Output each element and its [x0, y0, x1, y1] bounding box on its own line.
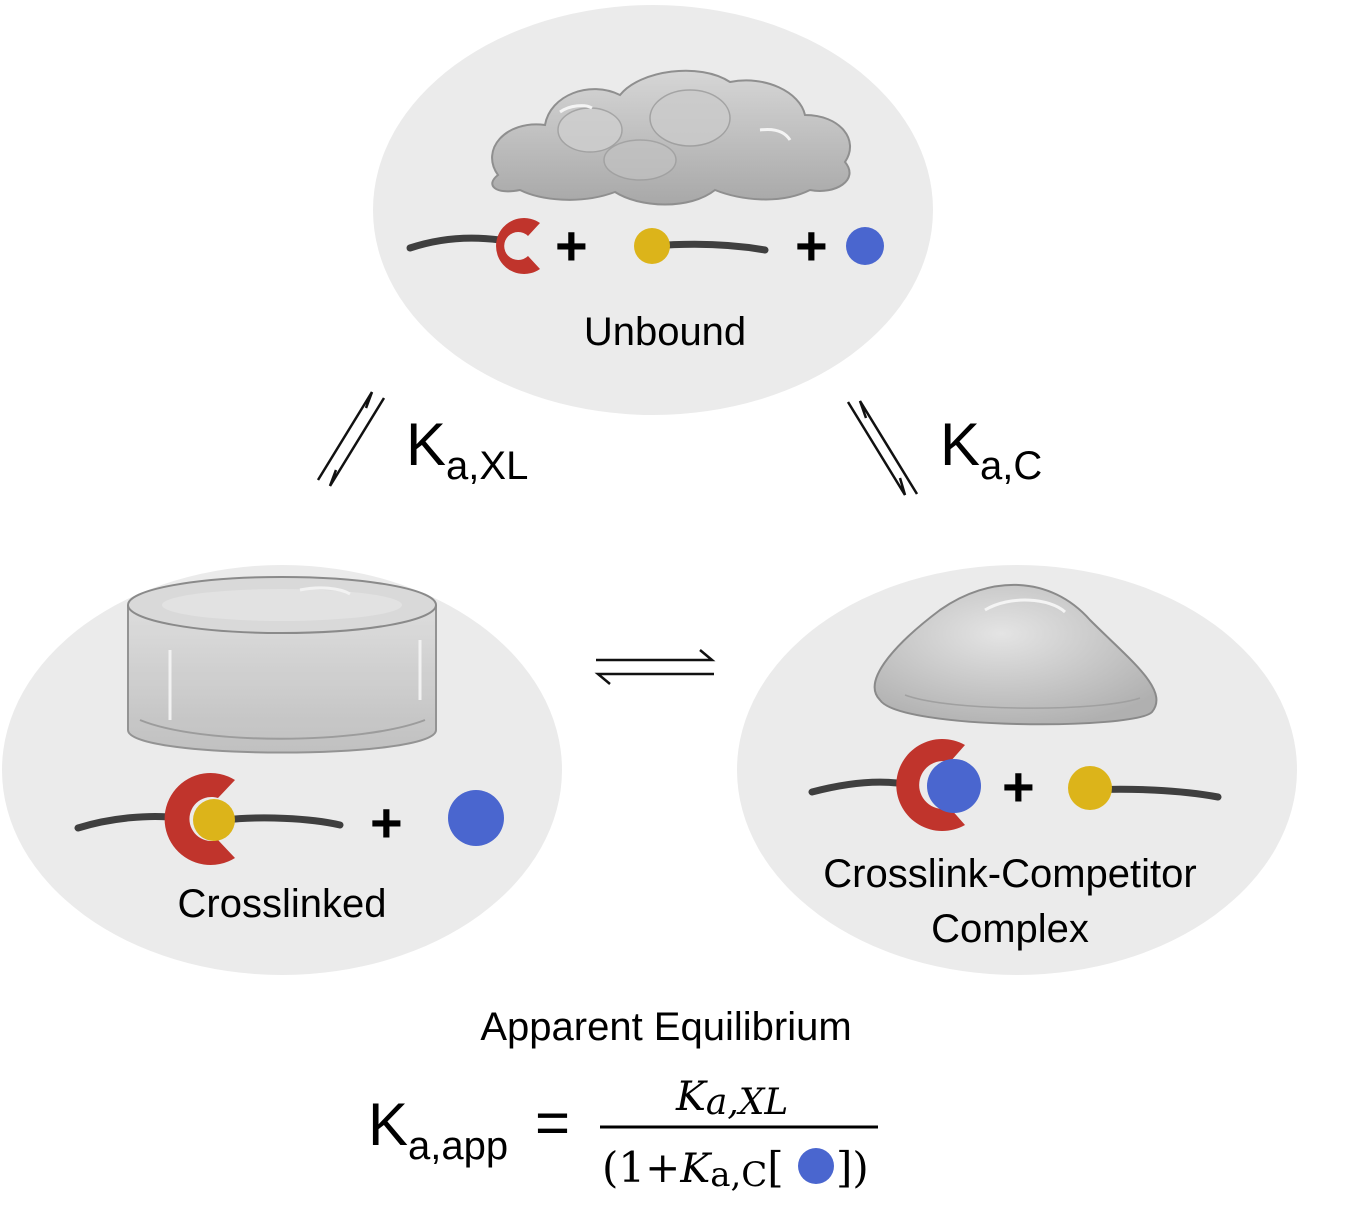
equation-title: Apparent Equilibrium [480, 1005, 851, 1049]
ligand-dot [193, 799, 235, 841]
equation-denominator: (1+Ka,C[ [602, 1143, 784, 1195]
crosslinked-state: + Crosslinked [2, 565, 562, 975]
equation-lhs-base: K [368, 1091, 408, 1158]
unbound-receptor-strand [406, 218, 540, 274]
constant-c-sub: a,C [980, 444, 1042, 488]
complex-label-line1: Crosslink-Competitor [823, 852, 1196, 896]
equilibrium-arrow-left [316, 391, 386, 487]
unbound-state: + + Unbound [373, 5, 933, 415]
competitor-dot [798, 1148, 834, 1184]
complex-bound-strand [808, 738, 981, 831]
equilibrium-arrow-right [846, 400, 919, 496]
complex-dome-gel [873, 584, 1158, 726]
equilibrium-arrow-bottom [594, 649, 716, 685]
unbound-label: Unbound [584, 310, 746, 354]
equation-lhs-sub: a,app [408, 1124, 508, 1168]
apparent-equilibrium: Apparent Equilibrium Ka,app = Ka,XL (1+K… [368, 1005, 878, 1195]
constant-xl-sub: a,XL [446, 444, 528, 488]
complex-ellipse [737, 565, 1297, 975]
equation-num-sub: a,XL [706, 1082, 788, 1123]
receptor-c-shape [164, 773, 235, 865]
receptor-c-shape [496, 218, 540, 274]
equation-den-base: K [679, 1146, 712, 1192]
complex-label-line2: Complex [931, 907, 1089, 951]
plus-sign: + [555, 214, 588, 277]
equation-num-base: K [675, 1074, 708, 1120]
constant-c: Ka,C [940, 411, 1042, 488]
constant-c-base: K [940, 411, 980, 478]
equation-lhs: Ka,app [368, 1091, 508, 1168]
plus-sign: + [795, 214, 828, 277]
constant-xl: Ka,XL [406, 411, 528, 488]
competitor-dot [927, 759, 981, 813]
ligand-dot [634, 228, 670, 264]
equation-den-open: (1+ [602, 1143, 680, 1192]
complex-state: + Crosslink-Competitor Complex [737, 565, 1297, 975]
competitor-dot [846, 227, 884, 265]
competitor-dot [448, 790, 504, 846]
equation-equals: = [535, 1089, 570, 1156]
crosslinked-cylinder-gel [127, 576, 437, 754]
equation-den-sub: a,C [710, 1155, 767, 1195]
complex-free-ligand-strand [1068, 766, 1222, 810]
crosslinked-bound-strands [74, 773, 344, 865]
ligand-dot [1068, 766, 1112, 810]
equation-den-close: ]) [836, 1143, 869, 1192]
plus-sign: + [370, 791, 403, 854]
equation-den-bracket-open: [ [767, 1143, 783, 1192]
receptor-c-shape [896, 738, 965, 831]
unbound-gel-blob [491, 69, 851, 206]
equation-den-bracket-close: ]) [836, 1143, 869, 1192]
unbound-ligand-strand [634, 228, 769, 264]
crosslinked-label: Crosslinked [178, 882, 387, 926]
equation-numerator: Ka,XL [675, 1074, 788, 1123]
plus-sign: + [1002, 755, 1035, 818]
constant-xl-base: K [406, 411, 446, 478]
